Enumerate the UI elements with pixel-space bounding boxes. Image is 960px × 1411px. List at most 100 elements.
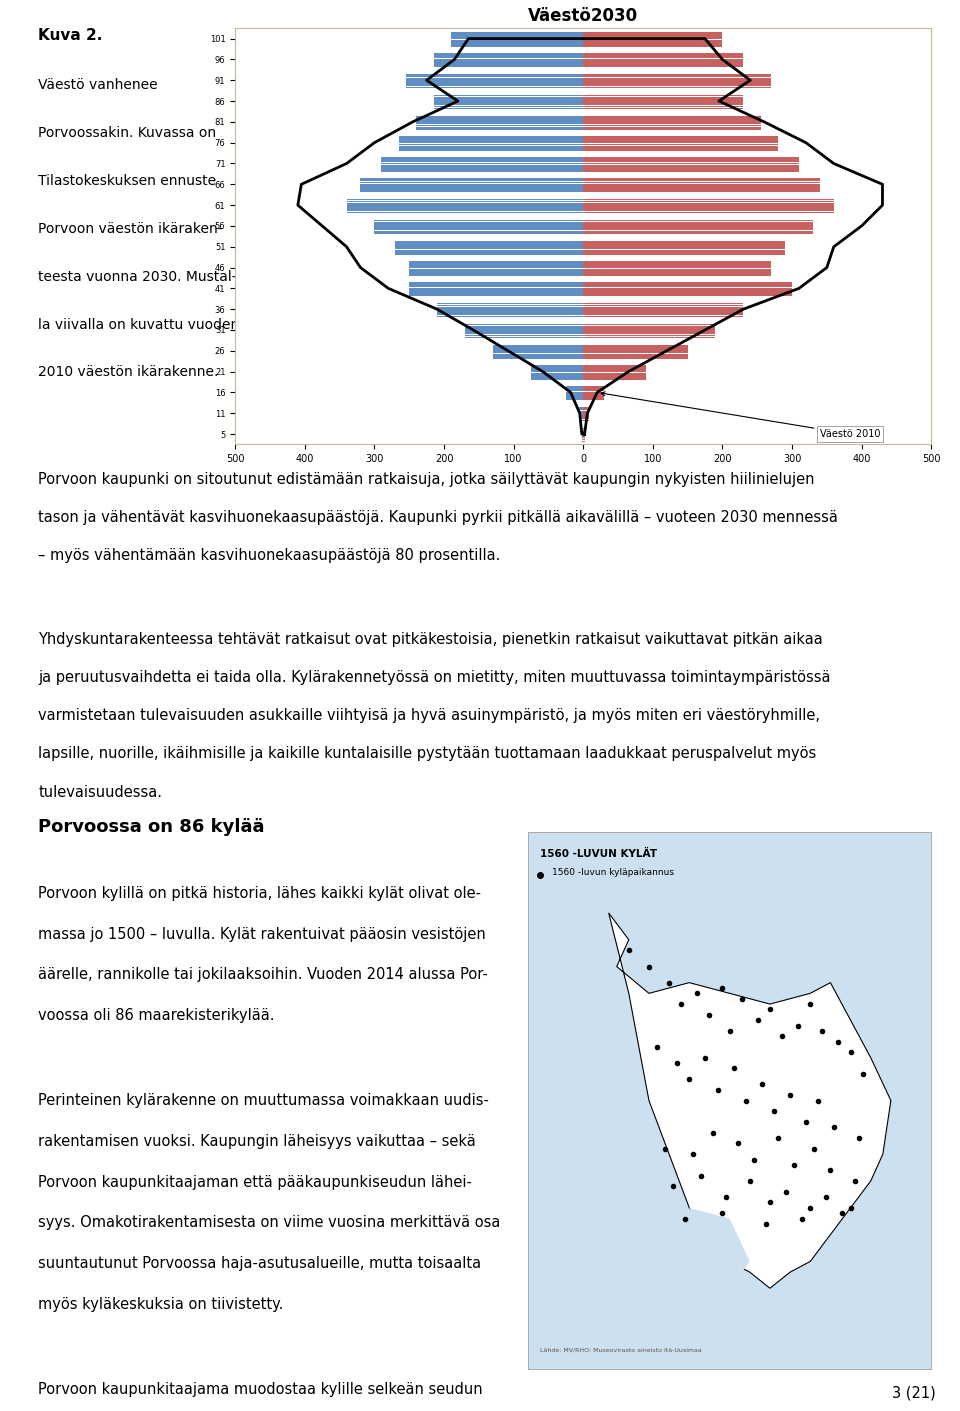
Bar xyxy=(396,246,584,247)
Bar xyxy=(584,107,743,109)
Bar xyxy=(361,183,584,185)
Bar xyxy=(584,406,588,409)
Bar xyxy=(584,79,771,80)
Bar xyxy=(584,157,799,159)
Bar xyxy=(374,222,584,223)
Bar xyxy=(584,44,723,45)
Bar xyxy=(347,200,584,202)
Text: äärelle, rannikolle tai jokilaaksoihin. Vuoden 2014 alussa Por-: äärelle, rannikolle tai jokilaaksoihin. … xyxy=(38,968,489,982)
Bar xyxy=(584,313,743,316)
Bar xyxy=(434,55,584,56)
Bar xyxy=(584,388,604,389)
Bar xyxy=(584,205,833,206)
Bar xyxy=(584,179,820,182)
Bar xyxy=(381,168,584,169)
Bar xyxy=(565,387,584,388)
Bar xyxy=(374,233,584,234)
Bar xyxy=(398,138,584,140)
Bar xyxy=(434,107,584,109)
Bar xyxy=(374,220,584,222)
Bar xyxy=(434,100,584,102)
Bar xyxy=(584,309,743,310)
Bar xyxy=(584,267,771,268)
Bar xyxy=(437,305,584,306)
Bar xyxy=(531,370,584,371)
Bar xyxy=(584,150,778,151)
Bar xyxy=(584,377,646,378)
Bar xyxy=(584,137,778,138)
Bar xyxy=(584,138,778,140)
Bar xyxy=(584,104,743,106)
Bar xyxy=(361,179,584,182)
Bar xyxy=(584,127,760,128)
Bar xyxy=(565,392,584,394)
Bar xyxy=(584,262,771,265)
Bar xyxy=(398,147,584,150)
Bar xyxy=(451,34,584,35)
Bar xyxy=(531,377,584,378)
Bar xyxy=(381,165,584,166)
Bar xyxy=(584,293,792,295)
Bar xyxy=(584,261,771,262)
Bar xyxy=(584,85,771,86)
Bar xyxy=(465,334,584,336)
Bar xyxy=(434,62,584,63)
Bar xyxy=(584,73,771,76)
Bar xyxy=(584,333,715,334)
Bar xyxy=(584,207,833,210)
Bar xyxy=(584,200,833,202)
Bar xyxy=(584,63,743,66)
Bar xyxy=(584,268,771,270)
Bar xyxy=(584,123,760,124)
Bar xyxy=(584,370,646,371)
Bar xyxy=(361,188,584,189)
Bar xyxy=(381,157,584,159)
Text: rakentamisen vuoksi. Kaupungin läheisyys vaikuttaa – sekä: rakentamisen vuoksi. Kaupungin läheisyys… xyxy=(38,1134,476,1149)
Bar xyxy=(584,346,687,349)
Bar xyxy=(437,312,584,313)
Bar xyxy=(434,61,584,62)
Bar xyxy=(584,284,792,285)
Bar xyxy=(406,78,584,79)
Bar xyxy=(584,190,820,192)
Bar xyxy=(584,371,646,373)
Title: Väestö2030: Väestö2030 xyxy=(528,7,638,25)
Text: Porvoon kaupunkitaajaman että pääkaupunkiseudun lähei-: Porvoon kaupunkitaajaman että pääkaupunk… xyxy=(38,1174,472,1189)
Bar xyxy=(584,40,723,41)
Bar xyxy=(565,394,584,395)
Bar xyxy=(434,59,584,61)
Bar xyxy=(398,137,584,138)
Bar xyxy=(361,182,584,183)
Bar xyxy=(584,429,586,432)
Bar xyxy=(579,416,584,418)
Text: Porvoon väestön ikäraken-: Porvoon väestön ikäraken- xyxy=(38,222,223,236)
Bar xyxy=(584,435,586,436)
Bar xyxy=(381,159,584,161)
Bar xyxy=(584,199,833,200)
Text: Porvoon kaupunkitaajama muodostaa kylille selkeän seudun: Porvoon kaupunkitaajama muodostaa kylill… xyxy=(38,1381,483,1397)
Bar xyxy=(409,262,584,265)
Bar xyxy=(584,66,743,68)
Text: Väestö vanhenee: Väestö vanhenee xyxy=(38,78,158,92)
Bar xyxy=(396,243,584,244)
Text: massa jo 1500 – luvulla. Kylät rakentuivat pääosin vesistöjen: massa jo 1500 – luvulla. Kylät rakentuiv… xyxy=(38,927,486,941)
Bar xyxy=(579,415,584,416)
Bar xyxy=(465,336,584,339)
Bar xyxy=(584,411,588,412)
Text: 2010 väestön ikärakenne.: 2010 väestön ikärakenne. xyxy=(38,365,219,380)
Bar xyxy=(434,102,584,103)
Bar xyxy=(409,267,584,268)
Bar xyxy=(584,433,586,435)
Bar xyxy=(584,289,792,291)
Bar xyxy=(584,182,820,183)
Bar xyxy=(465,332,584,333)
Bar xyxy=(584,226,813,227)
Bar xyxy=(531,365,584,367)
Bar xyxy=(584,161,799,162)
Bar xyxy=(584,399,604,401)
Text: syys. Omakotirakentamisesta on viime vuosina merkittävä osa: syys. Omakotirakentamisesta on viime vuo… xyxy=(38,1215,501,1230)
Bar xyxy=(437,313,584,316)
Text: ja peruutusvaihdetta ei taida olla. Kylärakennetyössä on mietitty, miten muuttuv: ja peruutusvaihdetta ei taida olla. Kylä… xyxy=(38,670,831,686)
Bar xyxy=(584,351,687,353)
Bar xyxy=(584,306,743,308)
